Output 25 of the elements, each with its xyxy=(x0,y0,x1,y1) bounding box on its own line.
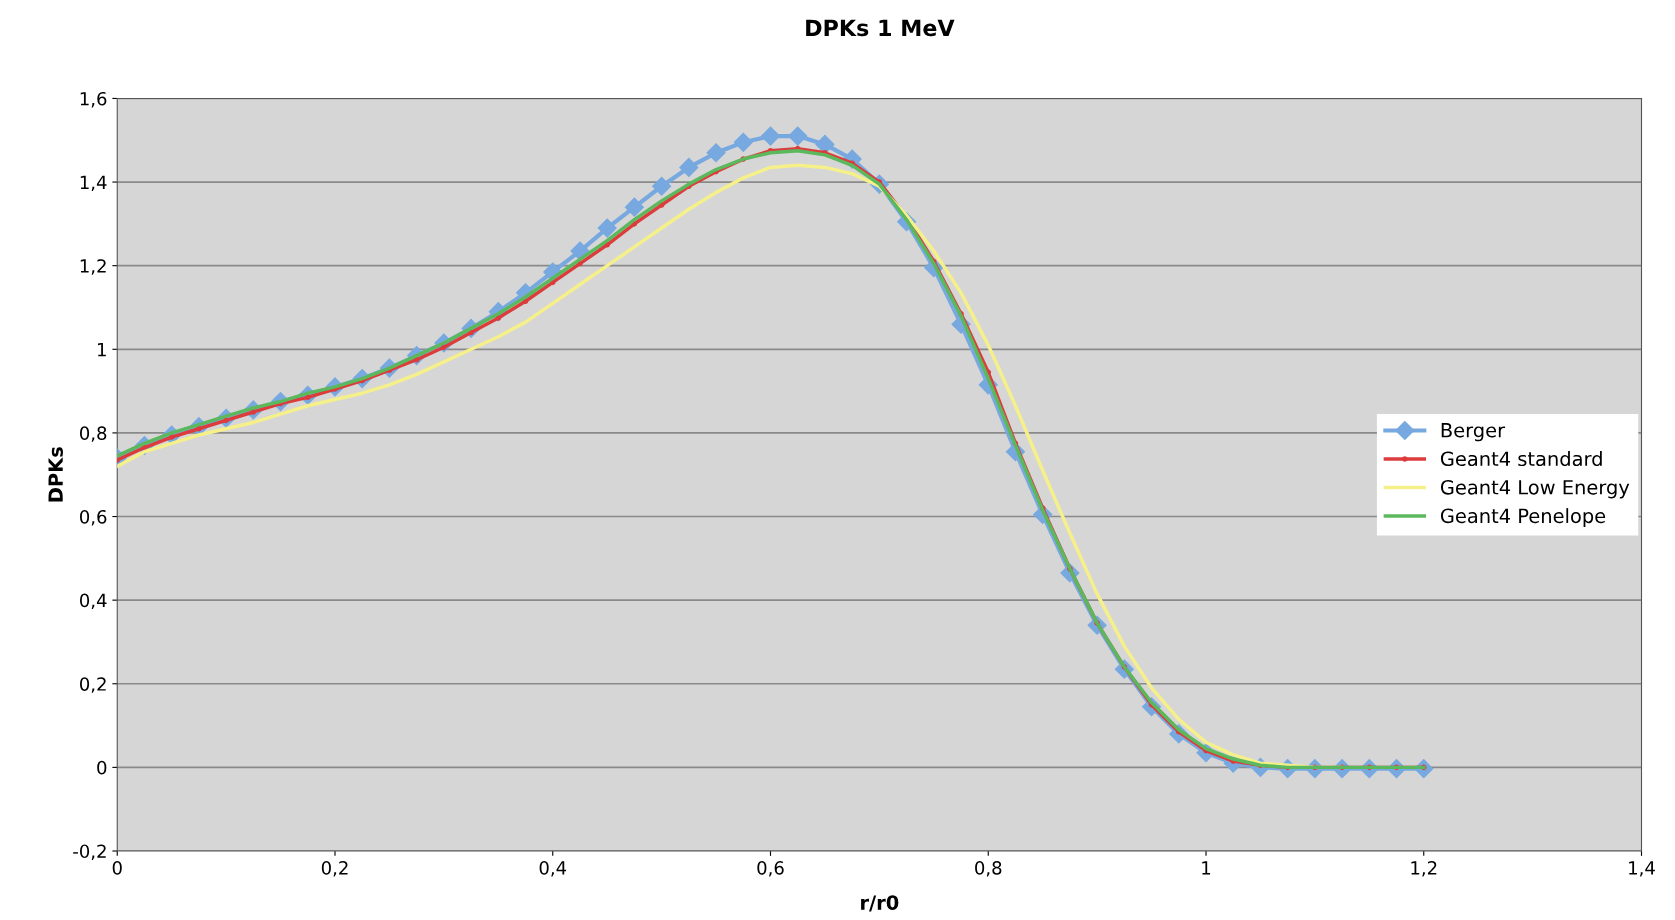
y-tick-label: 1,6 xyxy=(80,91,107,108)
y-tick-label: 1 xyxy=(98,342,106,357)
y-tick-label: 0,2 xyxy=(80,677,106,693)
legend-label: Geant4 standard xyxy=(1440,451,1602,467)
x-tick-label: 0,4 xyxy=(539,861,567,877)
x-tick-label: 0 xyxy=(112,861,122,875)
x-tick-label: 0,8 xyxy=(975,861,1002,877)
y-tick-label: 0 xyxy=(97,760,107,775)
y-tick-label: 1,4 xyxy=(80,175,107,192)
y-axis-title: DPKs xyxy=(48,447,63,502)
x-tick-label: 1,2 xyxy=(1411,861,1437,877)
y-tick-label: 0,4 xyxy=(80,593,107,610)
x-tick-label: 1 xyxy=(1202,861,1211,875)
legend-label: Geant4 Penelope xyxy=(1440,508,1606,527)
y-tick-label: -0,2 xyxy=(73,844,106,860)
x-axis-title: r/r0 xyxy=(861,895,899,912)
legend-label: Geant4 Low Energy xyxy=(1440,479,1630,499)
x-tick-label: 1,4 xyxy=(1629,861,1655,877)
x-tick-label: 0,6 xyxy=(757,861,784,877)
y-tick-label: 0,6 xyxy=(80,509,107,526)
legend-label: Berger xyxy=(1441,423,1506,442)
y-tick-label: 0,8 xyxy=(80,426,107,442)
y-tick-label: 1,2 xyxy=(80,259,106,275)
x-tick-label: 0,2 xyxy=(321,861,348,877)
chart-title: DPKs 1 MeV xyxy=(806,19,955,37)
